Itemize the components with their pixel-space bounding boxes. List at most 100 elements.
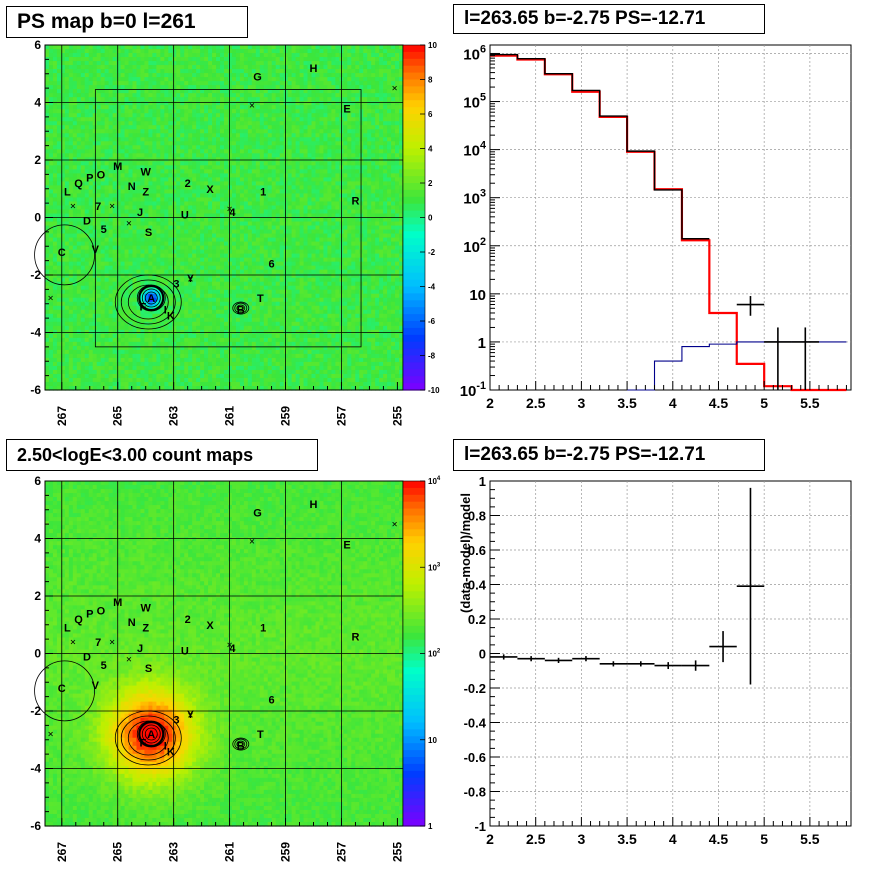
ps-map-heatmap-cell	[271, 301, 277, 307]
ps-map-heatmap-cell	[116, 121, 122, 126]
ps-map-heatmap-cell	[148, 173, 153, 178]
ps-map-heatmap-cell	[263, 65, 269, 70]
ps-map-heatmap-cell	[104, 197, 110, 203]
ps-map-heatmap-cell	[124, 145, 130, 150]
ps-map-heatmap-cell	[100, 181, 106, 187]
ps-map-heatmap-cell	[100, 121, 106, 126]
ps-map-heatmap-cell	[45, 249, 50, 255]
ps-map-heatmap-cell	[188, 81, 193, 86]
ps-map-heatmap-cell	[56, 189, 62, 195]
ps-map-heatmap-cell	[76, 65, 82, 70]
ps-map-heatmap-cell	[72, 341, 78, 347]
ps-map-heatmap-cell	[251, 361, 257, 367]
ps-map-heatmap-cell	[239, 185, 245, 191]
ps-map-heatmap-cell	[112, 209, 118, 215]
ps-map-heatmap-cell	[227, 309, 233, 315]
ps-map-heatmap-cell	[259, 309, 265, 315]
ps-map-heatmap-cell	[220, 105, 225, 110]
ps-map-heatmap-cell	[72, 293, 78, 299]
ps-map-heatmap-cell	[259, 133, 265, 138]
ps-map-heatmap-cell	[184, 249, 189, 255]
ps-map-heatmap-cell	[239, 229, 245, 235]
ps-map-heatmap-cell	[172, 65, 177, 70]
ps-map-heatmap-cell	[128, 209, 134, 215]
ps-map-heatmap-cell	[68, 313, 74, 319]
ps-map-heatmap-cell	[168, 97, 173, 102]
ps-map-heatmap-cell	[88, 89, 94, 94]
ps-map-heatmap-cell	[212, 381, 217, 387]
ps-map-heatmap-cell	[271, 257, 277, 263]
ps-map-heatmap-cell	[84, 145, 90, 150]
ps-map-heatmap-cell	[76, 61, 82, 66]
ps-map-heatmap-cell	[112, 257, 118, 263]
ps-map-heatmap-cell	[92, 373, 98, 379]
ps-map-heatmap-cell	[168, 297, 173, 303]
ps-map-heatmap-cell	[144, 365, 150, 371]
ps-map-heatmap-cell	[116, 301, 122, 307]
ps-map-heatmap-cell	[212, 361, 217, 367]
ps-map-heatmap-cell	[68, 265, 74, 271]
ps-map-heatmap-cell	[188, 313, 193, 319]
ps-map-heatmap-cell	[116, 81, 122, 86]
ps-map-heatmap-cell	[72, 101, 78, 106]
ps-map-heatmap-cell	[227, 253, 233, 259]
ps-map-heatmap-cell	[180, 325, 185, 331]
ps-map-heatmap-cell	[72, 193, 78, 199]
ps-map-heatmap-cell	[48, 297, 54, 303]
ps-map-heatmap-cell	[88, 177, 94, 182]
ps-map-heatmap-cell	[45, 349, 50, 355]
ps-map-heatmap-cell	[152, 177, 157, 182]
ps-map-heatmap-cell	[196, 181, 201, 187]
ps-map-heatmap-cell	[60, 337, 66, 343]
ps-map-heatmap-cell	[172, 317, 177, 323]
ps-map-heatmap-cell	[156, 177, 161, 182]
ps-map-heatmap-cell	[108, 369, 114, 375]
ps-map-heatmap-cell	[64, 189, 70, 195]
ps-map-heatmap-cell	[204, 81, 209, 86]
ps-map-heatmap-cell	[176, 209, 181, 215]
ps-map-heatmap-cell	[72, 273, 78, 279]
ps-map-heatmap-cell	[188, 257, 193, 263]
ps-map-heatmap-cell	[108, 333, 114, 339]
ps-map-heatmap-cell	[247, 341, 253, 347]
ps-map-heatmap-cell	[196, 241, 201, 247]
ps-map-heatmap-cell	[220, 177, 225, 182]
ps-map-heatmap-cell	[112, 293, 118, 299]
ps-map-heatmap-cell	[56, 173, 62, 178]
ps-map-heatmap-cell	[196, 137, 201, 142]
ps-map-heatmap-cell	[208, 309, 213, 315]
ps-map-heatmap-cell	[148, 217, 153, 223]
ps-map-heatmap-cell	[200, 121, 205, 126]
ps-map-heatmap-cell	[116, 233, 122, 239]
ps-map-heatmap-cell	[235, 49, 241, 54]
ps-map-heatmap-cell	[227, 101, 233, 106]
ps-map-heatmap-cell	[231, 325, 237, 331]
ps-map-heatmap-cell	[239, 369, 245, 375]
ps-map-heatmap-cell	[116, 241, 122, 247]
ps-map-heatmap-cell	[48, 289, 54, 295]
ps-map-heatmap-cell	[251, 181, 257, 187]
ps-map-heatmap-cell	[192, 221, 197, 227]
ps-map-heatmap-cell	[120, 333, 126, 339]
ps-map-heatmap-cell	[120, 61, 126, 66]
ps-map-heatmap-cell	[267, 197, 273, 203]
ps-map-heatmap-cell	[227, 237, 233, 243]
ps-map-heatmap-cell	[140, 89, 146, 94]
ps-map-heatmap-cell	[196, 277, 201, 283]
ps-map-heatmap-cell	[196, 349, 201, 355]
ps-map-heatmap-cell	[212, 141, 217, 146]
ps-map-heatmap-cell	[60, 253, 66, 259]
ps-map-heatmap-cell	[227, 357, 233, 363]
ps-map-heatmap-cell	[247, 197, 253, 203]
ps-map-heatmap-cell	[132, 205, 138, 211]
ps-map-heatmap-cell	[108, 237, 114, 243]
ps-map-heatmap-cell	[271, 121, 277, 126]
ps-map-heatmap-cell	[56, 337, 62, 343]
ps-map-heatmap-cell	[243, 361, 249, 367]
ps-map-heatmap-cell	[235, 169, 241, 174]
ps-map-heatmap-cell	[92, 65, 98, 70]
ps-map-heatmap-cell	[48, 141, 54, 146]
ps-map-heatmap-cell	[275, 45, 281, 50]
ps-map-heatmap-cell	[267, 185, 273, 191]
ps-map-heatmap-cell	[196, 321, 201, 327]
